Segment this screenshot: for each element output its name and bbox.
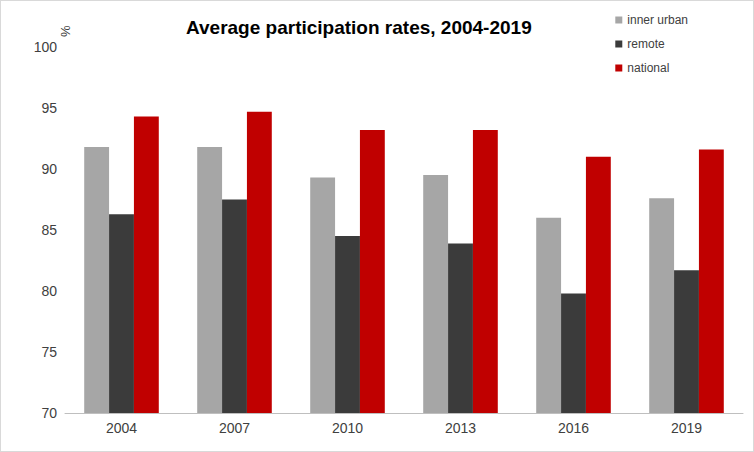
svg-text:75: 75	[41, 344, 57, 360]
svg-text:2019: 2019	[671, 420, 702, 436]
svg-text:2004: 2004	[106, 420, 137, 436]
svg-text:85: 85	[41, 222, 57, 238]
svg-text:2013: 2013	[445, 420, 476, 436]
svg-text:inner urban: inner urban	[627, 13, 688, 27]
svg-text:national: national	[627, 61, 669, 75]
svg-text:100: 100	[34, 39, 58, 55]
svg-text:%: %	[58, 25, 73, 37]
svg-text:70: 70	[41, 405, 57, 421]
svg-text:95: 95	[41, 100, 57, 116]
svg-text:2016: 2016	[558, 420, 589, 436]
svg-text:2010: 2010	[332, 420, 363, 436]
svg-text:Average participation rates, 2: Average participation rates, 2004-2019	[186, 17, 532, 38]
svg-text:remote: remote	[627, 37, 665, 51]
svg-text:2007: 2007	[219, 420, 250, 436]
svg-text:80: 80	[41, 283, 57, 299]
svg-text:90: 90	[41, 161, 57, 177]
